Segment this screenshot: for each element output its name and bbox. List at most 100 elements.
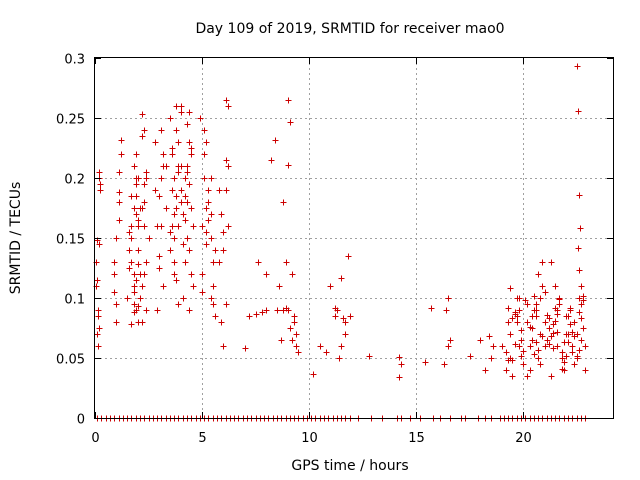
data-point bbox=[546, 341, 553, 348]
x-axis-label: GPS time / hours bbox=[291, 458, 408, 474]
data-point bbox=[171, 211, 178, 218]
x-tick-label: 20 bbox=[515, 431, 532, 446]
data-point bbox=[218, 319, 225, 326]
data-point bbox=[272, 137, 279, 144]
data-point bbox=[293, 343, 300, 350]
data-point bbox=[550, 345, 557, 352]
data-point bbox=[396, 354, 403, 361]
data-point bbox=[225, 103, 232, 110]
data-point bbox=[516, 343, 523, 350]
data-point bbox=[128, 321, 135, 328]
data-point bbox=[216, 259, 223, 266]
data-point bbox=[569, 343, 576, 350]
data-point bbox=[571, 333, 578, 340]
data-point bbox=[212, 313, 219, 320]
data-point bbox=[556, 296, 563, 303]
y-axis-label: SRMTID / TECUs bbox=[8, 182, 24, 295]
data-point bbox=[310, 371, 317, 378]
data-point bbox=[186, 247, 193, 254]
data-point bbox=[488, 355, 495, 362]
data-point bbox=[561, 359, 568, 366]
data-point bbox=[338, 275, 345, 282]
data-point bbox=[578, 337, 585, 344]
data-point bbox=[514, 295, 521, 302]
data-point bbox=[184, 163, 191, 170]
data-point bbox=[542, 343, 549, 350]
data-point bbox=[210, 301, 217, 308]
data-point bbox=[175, 223, 182, 230]
chart-title: Day 109 of 2019, SRMTID for receiver mao… bbox=[195, 21, 504, 37]
data-point bbox=[278, 337, 285, 344]
data-point bbox=[447, 337, 454, 344]
data-point bbox=[242, 345, 249, 352]
data-point bbox=[126, 247, 133, 254]
data-point bbox=[178, 103, 185, 110]
data-point bbox=[96, 169, 103, 176]
data-point bbox=[507, 331, 514, 338]
data-point bbox=[559, 349, 566, 356]
data-point bbox=[190, 223, 197, 230]
data-point bbox=[113, 235, 120, 242]
data-point bbox=[184, 199, 191, 206]
data-point bbox=[182, 217, 189, 224]
data-point bbox=[133, 181, 140, 188]
data-point bbox=[210, 283, 217, 290]
data-point bbox=[158, 127, 165, 134]
data-point bbox=[96, 325, 103, 332]
x-tick-label: 0 bbox=[91, 431, 99, 446]
data-point bbox=[544, 312, 551, 319]
data-point bbox=[131, 309, 138, 316]
data-point bbox=[276, 283, 283, 290]
y-tick-label: 0.3 bbox=[64, 53, 85, 68]
data-point bbox=[285, 162, 292, 169]
data-point bbox=[169, 145, 176, 152]
data-point bbox=[113, 301, 120, 308]
y-tick-label: 0.05 bbox=[56, 353, 85, 368]
data-point bbox=[520, 348, 527, 355]
data-point bbox=[180, 295, 187, 302]
data-point bbox=[518, 337, 525, 344]
data-point bbox=[178, 187, 185, 194]
data-point bbox=[295, 349, 302, 356]
data-point bbox=[576, 192, 583, 199]
data-point bbox=[152, 139, 159, 146]
data-point bbox=[396, 374, 403, 381]
data-point bbox=[180, 211, 187, 218]
data-point bbox=[135, 217, 142, 224]
data-point bbox=[578, 301, 585, 308]
data-point bbox=[212, 247, 219, 254]
data-point bbox=[527, 324, 534, 331]
data-point bbox=[565, 331, 572, 338]
data-point bbox=[143, 259, 150, 266]
data-point bbox=[188, 271, 195, 278]
data-point bbox=[220, 229, 227, 236]
data-point bbox=[203, 139, 210, 146]
y-tick-label: 0.2 bbox=[64, 173, 85, 188]
data-point bbox=[186, 139, 193, 146]
data-point bbox=[205, 199, 212, 206]
data-point bbox=[141, 223, 148, 230]
y-tick-label: 0.25 bbox=[56, 113, 85, 128]
data-point bbox=[205, 217, 212, 224]
data-point bbox=[223, 187, 230, 194]
data-point bbox=[139, 205, 146, 212]
data-point bbox=[259, 309, 266, 316]
data-point bbox=[97, 187, 104, 194]
data-point bbox=[171, 271, 178, 278]
data-point bbox=[539, 333, 546, 340]
data-point bbox=[332, 313, 339, 320]
data-point bbox=[178, 163, 185, 170]
data-point bbox=[507, 285, 514, 292]
data-point bbox=[467, 353, 474, 360]
data-point bbox=[203, 241, 210, 248]
data-point bbox=[554, 329, 561, 336]
data-point bbox=[118, 151, 125, 158]
data-point bbox=[524, 373, 531, 380]
data-point bbox=[141, 127, 148, 134]
data-point bbox=[293, 331, 300, 338]
data-point bbox=[576, 295, 583, 302]
data-point bbox=[182, 193, 189, 200]
data-point bbox=[524, 301, 531, 308]
data-point bbox=[338, 343, 345, 350]
data-point bbox=[95, 313, 102, 320]
